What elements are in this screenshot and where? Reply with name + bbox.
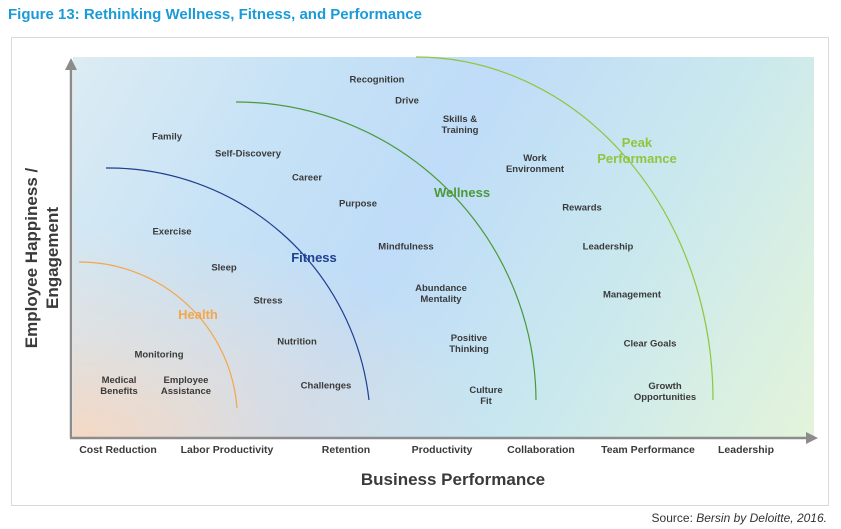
item-career: Career — [291, 172, 323, 184]
item-mindfulness: Mindfulness — [378, 241, 434, 253]
item-culture-fit: Culture Fit — [469, 385, 503, 407]
item-employee-assistance: Employee Assistance — [160, 375, 212, 397]
x-axis-arrow — [806, 432, 818, 444]
x-tick-cost-reduction: Cost Reduction — [79, 444, 157, 456]
item-nutrition: Nutrition — [277, 336, 317, 348]
item-growth-opportunities: Growth Opportunities — [633, 381, 697, 403]
y-axis-title-line2: Engagement — [43, 206, 62, 310]
item-recognition: Recognition — [349, 74, 405, 86]
item-work-environment: Work Environment — [505, 153, 565, 175]
x-tick-leadership: Leadership — [717, 444, 775, 456]
item-drive: Drive — [395, 95, 419, 107]
fitness-arc — [105, 167, 370, 401]
item-medical-benefits: Medical Benefits — [100, 375, 138, 397]
x-axis-title: Business Performance — [360, 470, 546, 489]
y-axis-title-line1: Employee Happiness / — [22, 167, 41, 349]
health-arc — [78, 261, 238, 409]
item-monitoring: Monitoring — [134, 349, 184, 361]
peak-arc — [415, 56, 714, 401]
item-positive-thinking: Positive Thinking — [449, 333, 489, 355]
item-sleep: Sleep — [211, 262, 237, 274]
item-exercise: Exercise — [152, 226, 192, 238]
source-prefix: Source: — [651, 511, 697, 525]
zone-label-fitness: Fitness — [291, 250, 337, 265]
plot-warm-gradient — [73, 57, 814, 438]
source-citation: Bersin by Deloitte, 2016. — [696, 511, 827, 525]
wellness-arc — [235, 101, 537, 401]
zone-label-wellness: Wellness — [433, 185, 491, 200]
zone-label-peak-performance: Peak Performance — [597, 135, 677, 166]
figure-title: Figure 13: Rethinking Wellness, Fitness,… — [8, 6, 422, 23]
x-tick-collaboration: Collaboration — [507, 444, 575, 456]
source-note: Source: Bersin by Deloitte, 2016. — [652, 511, 827, 525]
item-clear-goals: Clear Goals — [623, 338, 677, 350]
item-challenges: Challenges — [300, 380, 352, 392]
x-tick-retention: Retention — [321, 444, 371, 456]
x-tick-team-performance: Team Performance — [601, 444, 695, 456]
y-axis-title: Employee Happiness / Engagement — [21, 168, 63, 348]
item-abundance-mentality: Abundance Mentality — [415, 283, 467, 305]
x-tick-productivity: Productivity — [411, 444, 473, 456]
item-family: Family — [151, 131, 183, 143]
item-leadership: Leadership — [582, 241, 634, 253]
zone-label-health: Health — [178, 307, 218, 322]
item-management: Management — [602, 289, 662, 301]
item-stress: Stress — [253, 295, 283, 307]
item-self-discovery: Self-Discovery — [214, 148, 282, 160]
y-axis-arrow — [65, 58, 77, 70]
plot-area — [73, 57, 814, 438]
item-rewards: Rewards — [562, 202, 602, 214]
x-tick-labor-productivity: Labor Productivity — [180, 444, 274, 456]
item-skills-training: Skills & Training — [441, 114, 479, 136]
item-purpose: Purpose — [338, 198, 378, 210]
